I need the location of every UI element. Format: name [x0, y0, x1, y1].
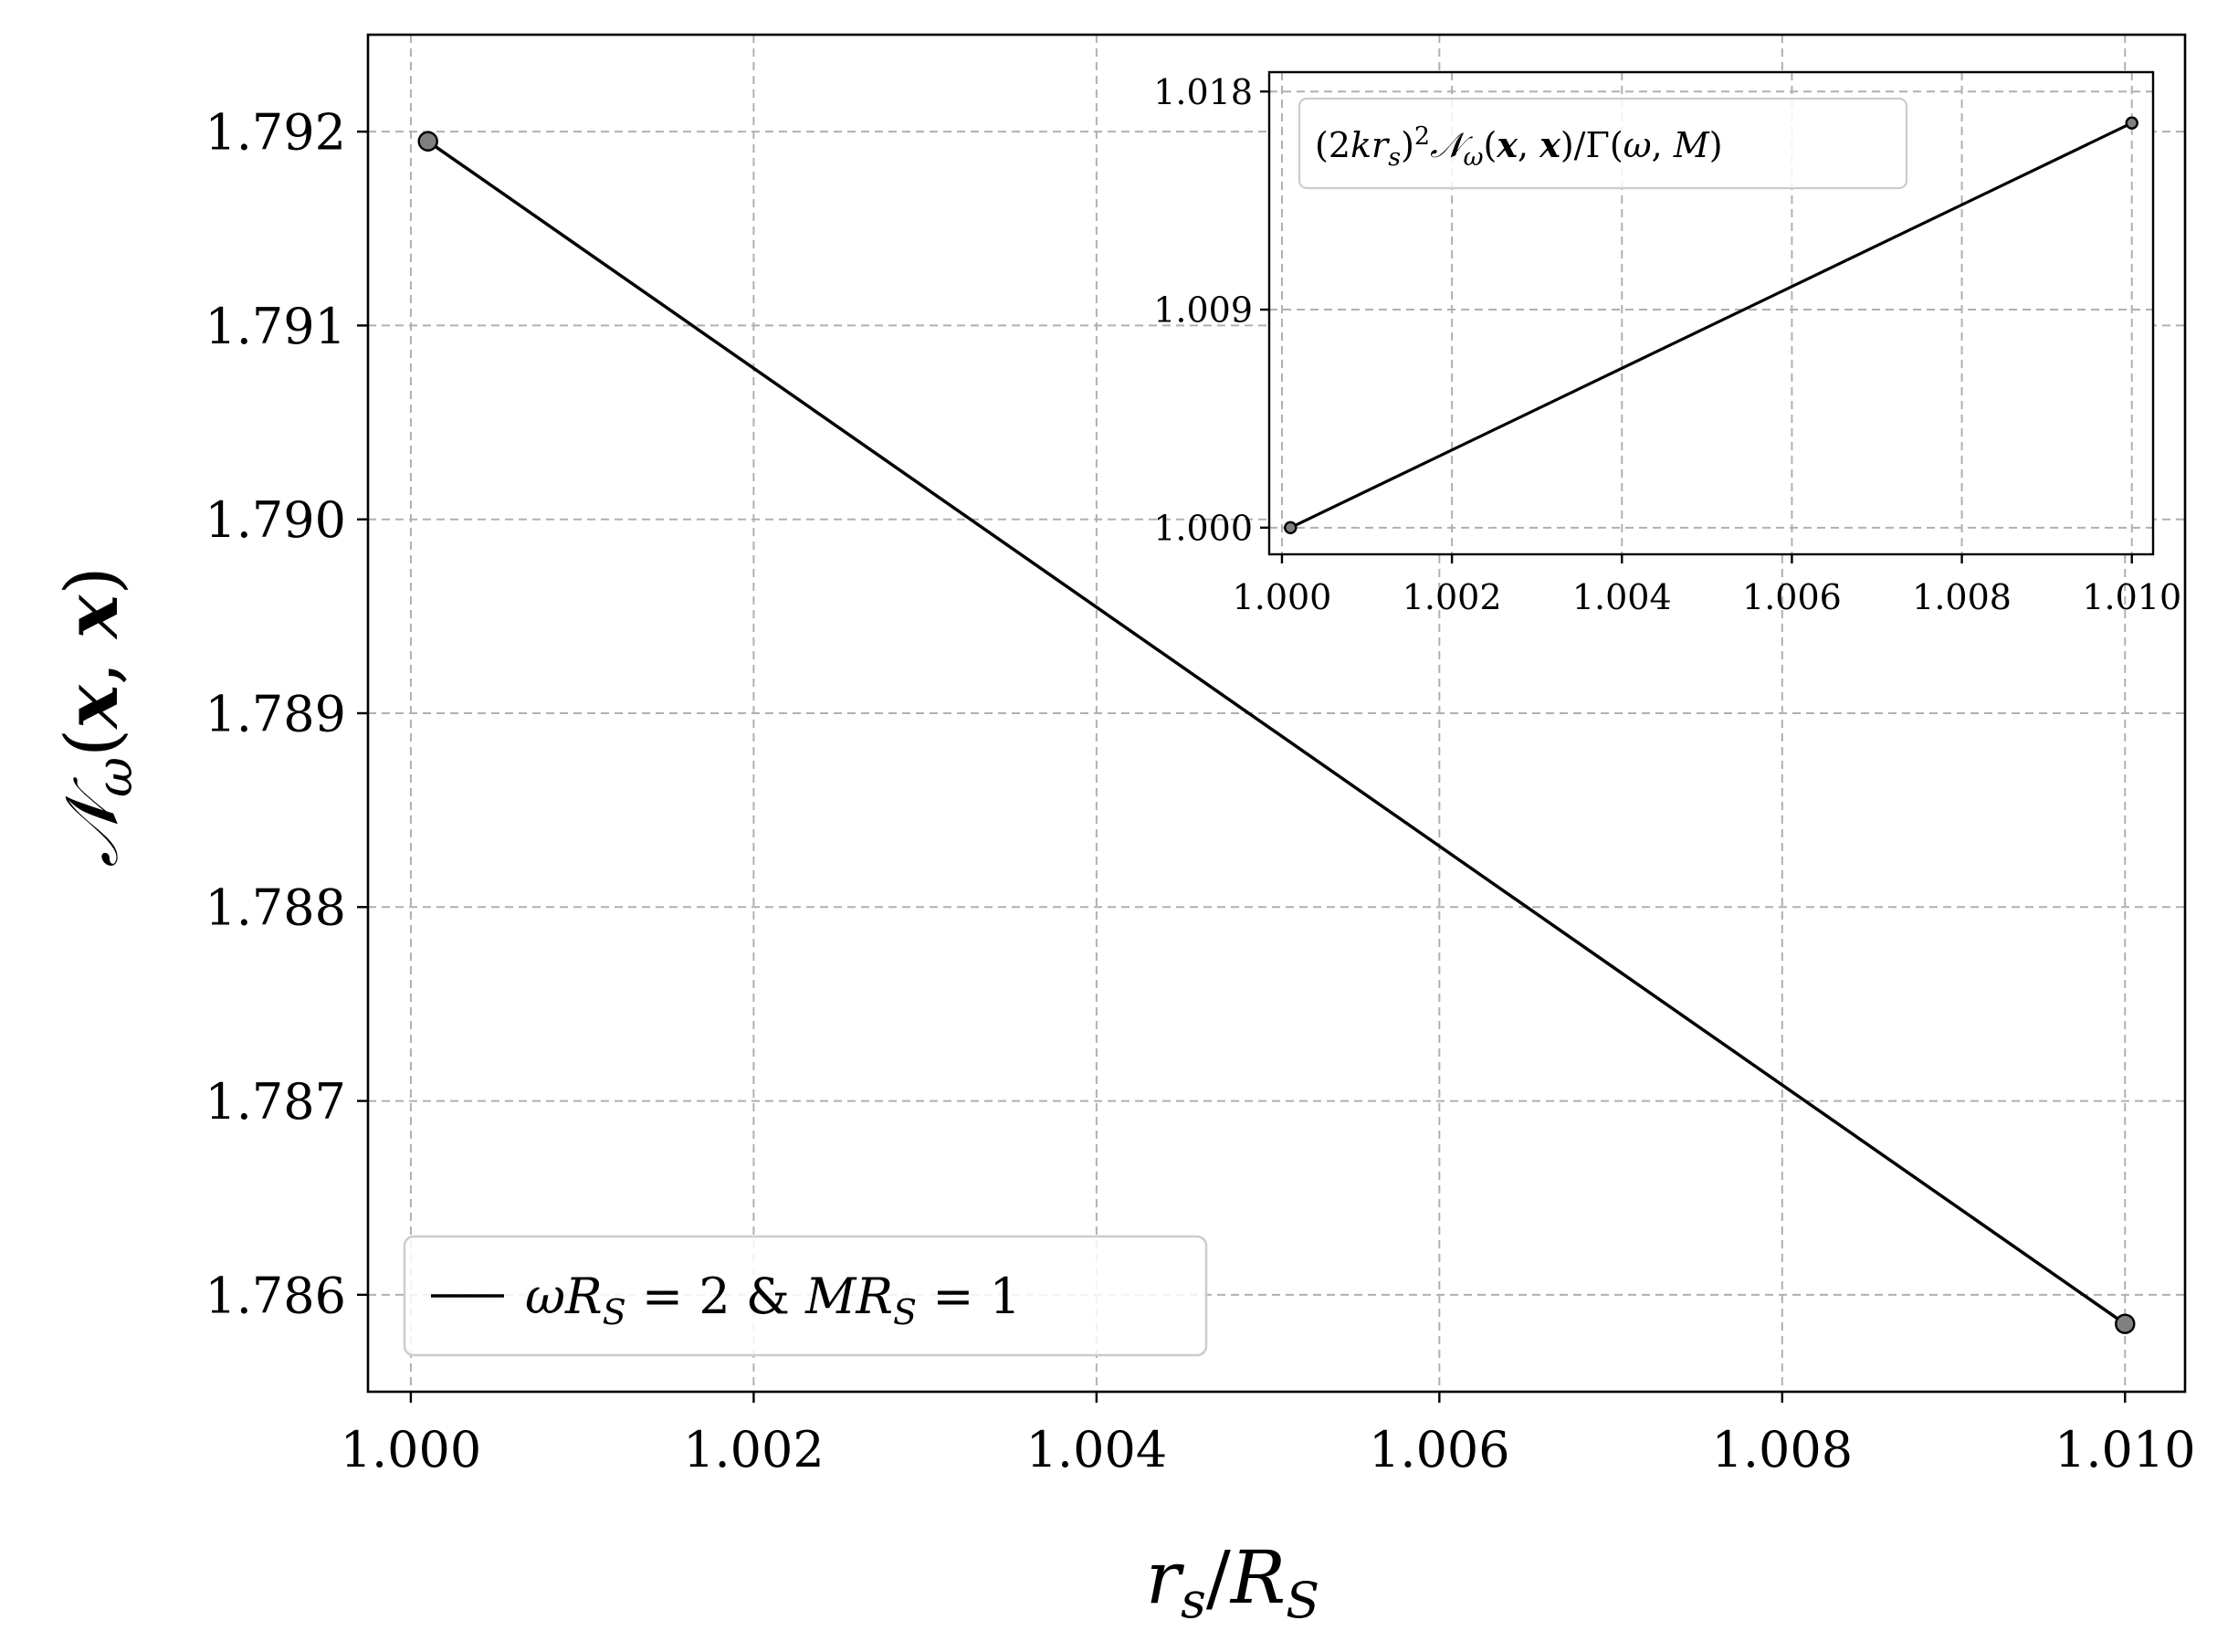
inset-y-tick-label: 1.018	[1153, 72, 1253, 112]
main-x-tick-label: 1.006	[1369, 1421, 1510, 1478]
inset-y-tick-label: 1.000	[1153, 508, 1253, 548]
inset-legend-box	[1298, 97, 1908, 190]
main-y-tick-label: 1.790	[205, 491, 346, 549]
inset-x-tick-label: 1.006	[1742, 577, 1842, 617]
inset-x-tick-label: 1.008	[1912, 577, 2012, 617]
main-x-tick-label: 1.008	[1712, 1421, 1854, 1478]
main-data-point	[2115, 1313, 2136, 1334]
main-x-tick-label: 1.010	[2054, 1421, 2196, 1478]
inset-x-tick-label: 1.004	[1572, 577, 1672, 617]
main-x-tick-label: 1.000	[341, 1421, 482, 1478]
main-legend: ωRS = 2 & MRS = 1	[403, 1235, 1208, 1357]
main-data-point	[417, 131, 438, 152]
main-x-tick-label: 1.002	[683, 1421, 825, 1478]
inset-series	[1284, 116, 2138, 535]
inset-x-tick-label: 1.000	[1233, 577, 1332, 617]
inset-series-line	[1289, 121, 2133, 530]
main-x-tick-label: 1.004	[1026, 1421, 1168, 1478]
inset-x-tick-label: 1.002	[1403, 577, 1502, 617]
main-y-tick-label: 1.791	[205, 298, 346, 355]
inset-legend: (2krs)2𝒩ω(x, x)/Γ(ω, M)	[1298, 97, 1908, 190]
inset-legend-label: (2krs)2𝒩ω(x, x)/Γ(ω, M)	[1315, 122, 1723, 172]
main-y-tick-label: 1.787	[205, 1073, 346, 1131]
main-y-tick-label: 1.786	[205, 1267, 346, 1324]
inset-y-tick-label: 1.009	[1153, 290, 1253, 331]
inset-ticks: 1.000 1.002 1.004 1.006 1.008 1.010 1.000 1.009…	[1153, 72, 2181, 617]
main-y-tick-label: 1.792	[205, 104, 346, 162]
inset-data-point	[2125, 116, 2138, 130]
main-y-tick-label: 1.789	[205, 685, 346, 742]
main-legend-label: ωRS = 2 & MRS = 1	[525, 1268, 1021, 1332]
inset-data-point	[1284, 521, 1298, 535]
main-ticks: 1.000 1.002 1.004 1.006 1.008 1.010 1.786 1.787…	[205, 104, 2195, 1478]
inset-x-tick-label: 1.010	[2082, 577, 2181, 617]
main-series-line	[426, 140, 2127, 1326]
main-series	[417, 131, 2136, 1334]
main-legend-box	[403, 1235, 1208, 1357]
y-axis-label: 𝒩ω(x, x)	[48, 566, 143, 867]
inset-grid	[1269, 72, 2153, 554]
x-axis-label: rs/RS	[1146, 1535, 1319, 1629]
inset-axes-frame	[1267, 70, 2155, 556]
main-y-tick-label: 1.788	[205, 879, 346, 937]
